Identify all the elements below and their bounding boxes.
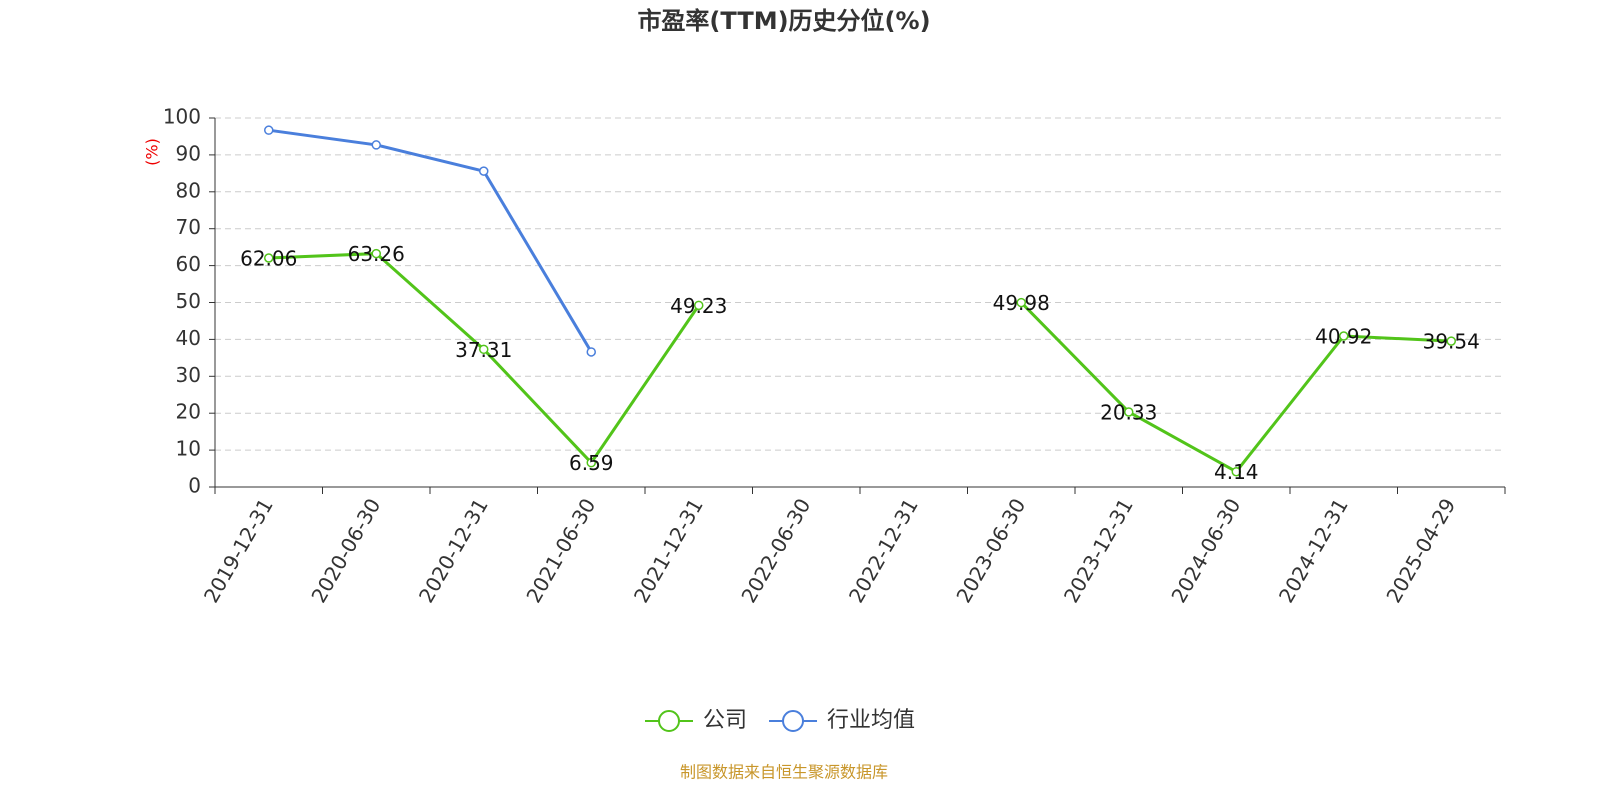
data-point [264,125,274,135]
x-tick-label: 2025-04-29 [1381,494,1460,607]
y-tick-label: 80 [176,178,201,202]
y-tick-label: 100 [163,105,201,129]
y-tick-label: 20 [176,400,201,424]
x-tick-label: 2022-06-30 [736,494,815,607]
x-tick-label: 2021-12-31 [629,494,708,607]
data-point [479,166,489,176]
data-point [479,344,489,355]
data-point [586,457,596,468]
x-tick-label: 2019-12-31 [199,494,278,607]
x-tick-label: 2020-12-31 [414,494,493,607]
data-label: 49.23 [670,294,727,318]
x-tick-label: 2023-06-30 [951,494,1030,607]
data-label: 40.92 [1315,325,1372,349]
data-point [1339,331,1349,341]
data-point [371,248,381,259]
y-tick-label: 90 [176,141,201,165]
x-tick-label: 2024-06-30 [1166,494,1245,607]
legend-label: 公司 [703,708,747,733]
data-label: 6.59 [569,451,614,475]
data-label: 4.14 [1214,460,1259,484]
data-point [371,140,381,150]
chart-title: 市盈率(TTM)历史分位(%) [637,7,930,35]
x-tick-label: 2024-12-31 [1274,494,1353,607]
series-line [1020,301,1452,474]
x-tick-label: 2021-06-30 [521,494,600,607]
y-tick-label: 30 [176,363,201,387]
data-label: 20.33 [1100,400,1157,424]
x-tick-label: 2022-12-31 [844,494,923,607]
data-label: 37.31 [455,338,512,362]
data-point [1124,407,1134,417]
y-axis-label: (%) [143,138,162,166]
data-label: 39.54 [1423,330,1480,354]
x-tick-label: 2020-06-30 [306,494,385,607]
y-tick-label: 10 [176,437,201,461]
y-tick-label: 0 [188,474,201,498]
source-note: 制图数据来自恒生聚源数据库 [680,763,888,782]
legend-marker [782,710,805,732]
y-tick-label: 60 [176,252,201,276]
data-label: 49.98 [993,291,1050,315]
y-tick-label: 70 [176,215,201,239]
data-point [694,300,704,311]
series-line [268,128,593,353]
legend-label: 行业均值 [827,708,915,733]
data-point [264,253,274,263]
data-label: 63.26 [348,242,405,266]
y-tick-label: 50 [176,289,201,313]
x-tick-label: 2023-12-31 [1059,494,1138,607]
data-point [1016,297,1026,308]
legend-marker [658,710,680,732]
y-tick-label: 40 [176,326,201,350]
data-point [1231,466,1241,477]
data-point [1446,336,1456,346]
data-label: 62.06 [240,246,297,270]
data-point [586,347,596,357]
